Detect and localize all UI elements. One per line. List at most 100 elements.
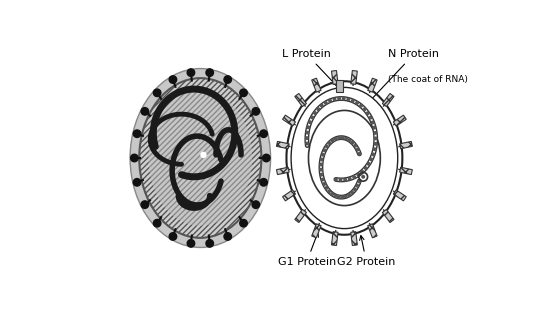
Circle shape xyxy=(343,97,345,100)
Text: G2 Protein: G2 Protein xyxy=(337,236,396,267)
Circle shape xyxy=(325,102,327,104)
Circle shape xyxy=(153,89,161,97)
Circle shape xyxy=(364,167,367,169)
Circle shape xyxy=(329,100,331,102)
Circle shape xyxy=(356,185,359,187)
Circle shape xyxy=(334,137,337,140)
Circle shape xyxy=(314,112,316,114)
Circle shape xyxy=(334,195,337,197)
Circle shape xyxy=(369,116,372,119)
Polygon shape xyxy=(295,94,306,106)
Circle shape xyxy=(374,148,376,150)
Circle shape xyxy=(356,102,358,104)
Circle shape xyxy=(325,187,328,189)
Ellipse shape xyxy=(139,78,261,238)
Circle shape xyxy=(252,201,260,208)
Circle shape xyxy=(320,163,322,166)
Circle shape xyxy=(352,100,354,102)
Circle shape xyxy=(363,108,366,111)
Circle shape xyxy=(373,126,376,129)
Circle shape xyxy=(345,137,347,140)
Circle shape xyxy=(306,142,308,145)
Circle shape xyxy=(338,137,341,139)
Circle shape xyxy=(338,196,340,198)
Circle shape xyxy=(348,178,351,180)
Polygon shape xyxy=(283,190,295,201)
Circle shape xyxy=(206,69,213,76)
Circle shape xyxy=(187,69,195,76)
Text: (The coat of RNA): (The coat of RNA) xyxy=(388,75,468,84)
Text: N Protein: N Protein xyxy=(369,49,439,102)
Circle shape xyxy=(317,108,320,110)
Circle shape xyxy=(374,132,376,134)
Polygon shape xyxy=(295,210,306,222)
Circle shape xyxy=(368,163,370,165)
Circle shape xyxy=(370,158,372,161)
Circle shape xyxy=(141,201,149,208)
Bar xyxy=(336,80,343,92)
Circle shape xyxy=(321,104,323,107)
Circle shape xyxy=(320,173,323,176)
Circle shape xyxy=(348,194,350,196)
Circle shape xyxy=(339,179,342,181)
Polygon shape xyxy=(277,141,289,149)
Circle shape xyxy=(326,145,328,148)
Circle shape xyxy=(323,149,326,152)
Circle shape xyxy=(344,179,347,181)
Circle shape xyxy=(354,188,356,191)
Circle shape xyxy=(347,98,349,100)
Circle shape xyxy=(341,196,343,198)
Circle shape xyxy=(321,178,324,181)
Circle shape xyxy=(260,130,267,137)
Circle shape xyxy=(348,139,350,141)
Circle shape xyxy=(352,141,354,144)
Circle shape xyxy=(353,176,355,178)
Circle shape xyxy=(133,130,141,137)
Circle shape xyxy=(338,97,341,100)
Polygon shape xyxy=(382,210,394,222)
Polygon shape xyxy=(382,94,394,106)
Circle shape xyxy=(358,153,361,155)
Circle shape xyxy=(187,240,195,247)
Polygon shape xyxy=(312,78,321,92)
Circle shape xyxy=(240,219,247,227)
Circle shape xyxy=(224,76,231,83)
Ellipse shape xyxy=(130,69,271,247)
Circle shape xyxy=(356,148,359,151)
Circle shape xyxy=(323,183,326,185)
Circle shape xyxy=(358,180,360,183)
Polygon shape xyxy=(351,232,358,246)
Circle shape xyxy=(342,137,344,139)
Circle shape xyxy=(361,170,363,173)
Polygon shape xyxy=(399,167,412,175)
Circle shape xyxy=(372,153,375,156)
Circle shape xyxy=(344,195,347,198)
Circle shape xyxy=(224,233,231,240)
Polygon shape xyxy=(283,115,295,126)
Circle shape xyxy=(366,112,369,114)
Circle shape xyxy=(262,154,270,162)
Polygon shape xyxy=(351,70,358,84)
Polygon shape xyxy=(332,232,338,246)
Circle shape xyxy=(328,142,331,144)
Circle shape xyxy=(320,158,323,161)
Circle shape xyxy=(252,108,260,115)
Circle shape xyxy=(240,89,247,97)
Circle shape xyxy=(133,179,141,186)
Circle shape xyxy=(360,105,362,107)
Circle shape xyxy=(357,173,359,176)
Circle shape xyxy=(375,137,377,140)
Circle shape xyxy=(311,116,314,118)
Polygon shape xyxy=(399,141,412,149)
Polygon shape xyxy=(368,224,377,238)
Circle shape xyxy=(331,193,333,195)
Circle shape xyxy=(169,76,177,83)
Polygon shape xyxy=(393,190,406,201)
Circle shape xyxy=(307,126,310,129)
Circle shape xyxy=(328,190,331,192)
Circle shape xyxy=(322,154,324,156)
Circle shape xyxy=(354,144,356,147)
Circle shape xyxy=(331,139,334,142)
Ellipse shape xyxy=(291,88,398,228)
Circle shape xyxy=(131,154,138,162)
